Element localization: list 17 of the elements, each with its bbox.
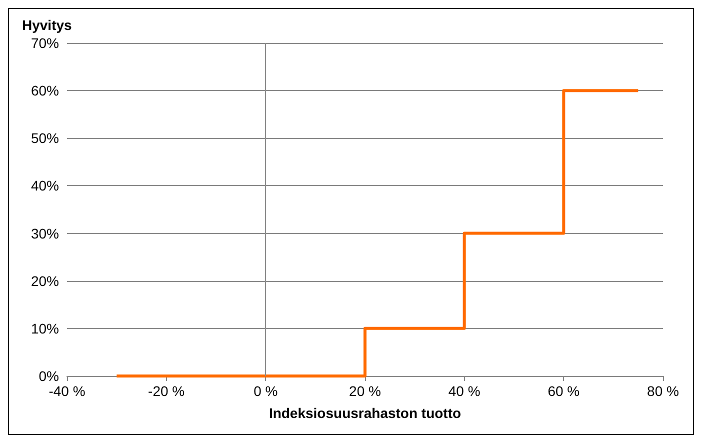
y-tick-label: 40%: [30, 178, 59, 194]
x-tick-label: 0 %: [254, 383, 278, 399]
y-tick-label: 10%: [30, 320, 59, 336]
x-tick-label: 80 %: [647, 383, 679, 399]
x-tick-label: -20 %: [148, 383, 185, 399]
y-tick-label: 60%: [30, 82, 59, 99]
y-tick-label: 70%: [30, 35, 59, 51]
x-tick-label: -40 %: [48, 383, 86, 399]
y-tick-label: 20%: [30, 272, 59, 289]
y-tick-label: 30%: [30, 225, 59, 242]
y-tick-label: 50%: [30, 130, 59, 146]
y-axis-title: Hyvitys: [22, 17, 72, 33]
x-tick-label: 60 %: [548, 383, 580, 399]
x-tick-label: 20 %: [349, 383, 381, 399]
x-axis-title: Indeksiosuusrahaston tuotto: [268, 405, 462, 421]
y-tick-label: 0%: [38, 368, 59, 384]
x-tick-label: 40 %: [448, 383, 480, 399]
